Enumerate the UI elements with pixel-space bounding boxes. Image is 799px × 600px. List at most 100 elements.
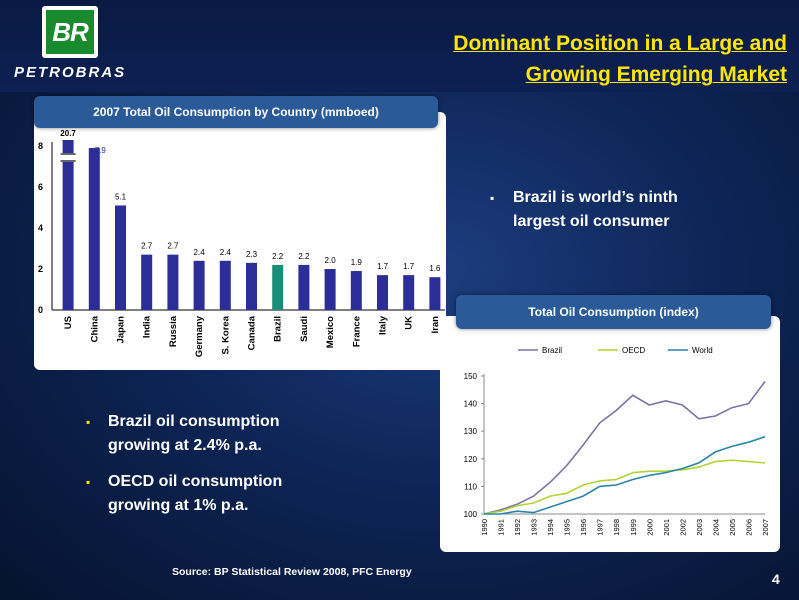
line-chart-panel bbox=[440, 316, 780, 552]
x-tick-label: 1992 bbox=[513, 519, 522, 536]
x-tick-label: US bbox=[63, 316, 74, 329]
slide-title-line1: Dominant Position in a Large and bbox=[453, 32, 787, 55]
bullet-marker: ▪ bbox=[490, 191, 495, 205]
bar-value-label: 2.4 bbox=[220, 248, 232, 257]
y-tick-label: 8 bbox=[38, 141, 43, 151]
bar-mexico bbox=[324, 269, 336, 310]
x-tick-label: Brazil bbox=[273, 316, 284, 342]
x-tick-label: 1998 bbox=[612, 519, 621, 536]
x-tick-label: 1999 bbox=[629, 519, 638, 536]
x-tick-label: 2000 bbox=[645, 519, 654, 536]
bullet-left-1: ▪ Brazil oil consumption growing at 2.4%… bbox=[86, 410, 326, 458]
header-bar bbox=[0, 0, 799, 92]
x-tick-label: 1997 bbox=[596, 519, 605, 536]
x-tick-label: India bbox=[142, 315, 153, 338]
x-tick-label: Saudi bbox=[299, 316, 310, 342]
bar-brazil bbox=[272, 264, 284, 310]
bar-chart-title: 2007 Total Oil Consumption by Country (m… bbox=[34, 96, 438, 128]
bar-italy bbox=[377, 275, 388, 310]
bar-value-label: 2.7 bbox=[167, 242, 179, 251]
x-tick-label: 1996 bbox=[579, 519, 588, 536]
page-number: 4 bbox=[772, 571, 780, 587]
bullet-left-1-text: Brazil oil consumption growing at 2.4% p… bbox=[108, 413, 280, 454]
bar-saudi bbox=[298, 264, 310, 310]
bar-france bbox=[350, 271, 362, 310]
x-tick-label: Germany bbox=[194, 315, 205, 357]
bullet-left-2: ▪ OECD oil consumption growing at 1% p.a… bbox=[86, 470, 326, 518]
y-tick-label: 150 bbox=[464, 372, 478, 381]
x-tick-label: 2002 bbox=[678, 519, 687, 536]
line-chart: 100 110 120 130 140 150 1990 1991 1992 1993 1994 19… bbox=[464, 346, 770, 536]
x-tick-label: 1990 bbox=[480, 519, 489, 536]
y-tick-label: 2 bbox=[38, 264, 43, 274]
bar-iran bbox=[429, 277, 441, 310]
bar-germany bbox=[193, 260, 205, 310]
series-line-oecd bbox=[483, 459, 766, 515]
legend-label-brazil: Brazil bbox=[542, 346, 562, 355]
bar-value-label: 1.9 bbox=[351, 258, 363, 267]
bar-value-label: 1.7 bbox=[377, 262, 389, 271]
slide-title-line2: Growing Emerging Market bbox=[525, 63, 787, 86]
x-tick-label: Italy bbox=[378, 315, 389, 335]
bar-value-label: 2.3 bbox=[246, 250, 258, 259]
x-tick-label: Mexico bbox=[325, 316, 336, 348]
bullet-right-text: Brazil is world’s ninth largest oil cons… bbox=[513, 189, 678, 230]
x-tick-label: Japan bbox=[116, 316, 127, 344]
y-tick-label: 140 bbox=[464, 400, 478, 409]
y-tick-label: 6 bbox=[38, 182, 43, 192]
bar-chart: 0 2 4 6 8 20.7 US 7.9 China 5.1 Japan 2.7 India 2.7 Ru… bbox=[38, 129, 445, 357]
bar-china bbox=[88, 148, 100, 310]
bar-skorea bbox=[219, 260, 231, 310]
bar-value-label: 2.0 bbox=[325, 256, 337, 265]
bar-value-label: 2.7 bbox=[141, 242, 153, 251]
brand-name: PETROBRAS bbox=[14, 64, 127, 81]
bar-value-label: 1.7 bbox=[403, 262, 415, 271]
x-tick-label: 2003 bbox=[695, 519, 704, 536]
bar-chart-panel bbox=[34, 112, 446, 370]
series-line-brazil bbox=[483, 381, 766, 515]
bullet-marker: ▪ bbox=[86, 415, 91, 429]
x-tick-label: China bbox=[89, 315, 100, 342]
x-tick-label: 2001 bbox=[662, 519, 671, 536]
bar-canada bbox=[246, 262, 257, 310]
x-tick-label: Canada bbox=[247, 315, 258, 350]
bullet-marker: ▪ bbox=[86, 475, 91, 489]
x-tick-label: UK bbox=[404, 316, 415, 330]
line-chart-title: Total Oil Consumption (index) bbox=[456, 295, 771, 329]
x-tick-label: 2005 bbox=[728, 519, 737, 536]
legend-label-world: World bbox=[692, 346, 713, 355]
bar-russia bbox=[167, 254, 179, 310]
x-tick-label: 2004 bbox=[711, 519, 720, 536]
x-tick-label: 1993 bbox=[530, 519, 539, 536]
x-tick-label: 1994 bbox=[546, 519, 555, 536]
x-tick-label: S. Korea bbox=[220, 315, 231, 354]
x-tick-label: 1991 bbox=[497, 519, 506, 536]
axis-break bbox=[60, 153, 76, 162]
bar-us bbox=[62, 140, 74, 310]
slide-title: Dominant Position in a Large and Growing… bbox=[453, 28, 787, 90]
series-line-world bbox=[484, 435, 766, 515]
bullet-left-2-text: OECD oil consumption growing at 1% p.a. bbox=[108, 473, 283, 514]
bar-value-label: 20.7 bbox=[60, 129, 76, 138]
x-tick-label: 1995 bbox=[563, 519, 572, 536]
y-tick-label: 100 bbox=[464, 510, 478, 519]
x-tick-label: 2006 bbox=[744, 519, 753, 536]
x-tick-label: France bbox=[351, 316, 362, 347]
y-tick-label: 130 bbox=[464, 427, 478, 436]
petrobras-logo: BR bbox=[42, 6, 98, 58]
y-tick-label: 0 bbox=[38, 305, 43, 315]
logo-text: BR bbox=[52, 16, 89, 47]
y-tick-label: 120 bbox=[464, 455, 478, 464]
bar-india bbox=[141, 254, 153, 310]
bar-uk bbox=[403, 275, 415, 310]
y-tick-label: 4 bbox=[38, 223, 43, 233]
bar-value-label: 2.4 bbox=[194, 248, 206, 257]
x-tick-label: Iran bbox=[430, 316, 441, 334]
x-tick-label: 2007 bbox=[761, 519, 770, 536]
bar-japan bbox=[115, 205, 126, 310]
y-tick-label: 110 bbox=[464, 482, 477, 491]
bar-value-label: 5.1 bbox=[115, 192, 127, 201]
bar-value-label: 2.2 bbox=[272, 252, 284, 261]
bullet-right: ▪ Brazil is world’s ninth largest oil co… bbox=[490, 186, 720, 234]
x-tick-label: Russia bbox=[168, 315, 179, 347]
